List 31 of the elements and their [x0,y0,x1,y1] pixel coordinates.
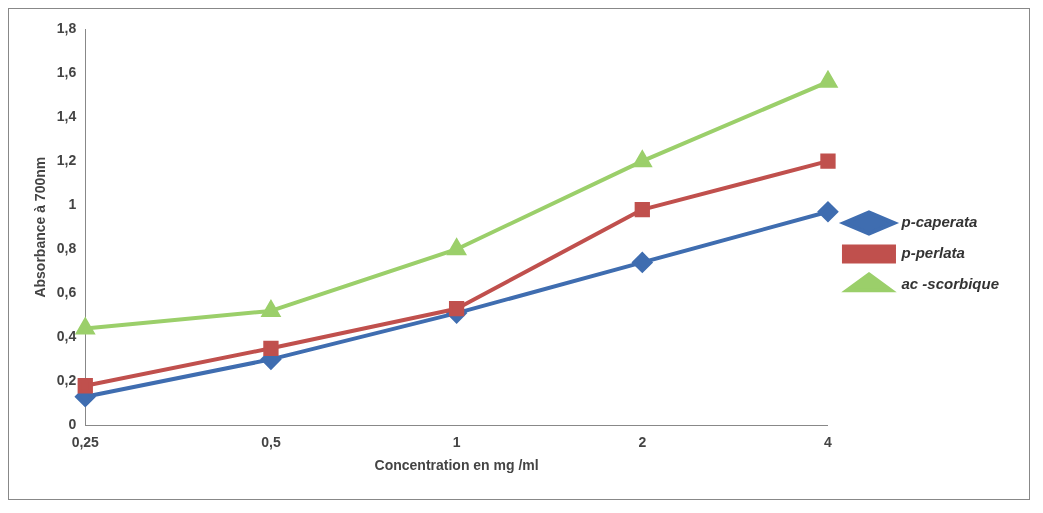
y-tick-label: 1,8 [56,19,77,36]
point [76,318,95,335]
y-tick-label: 0 [68,416,77,433]
x-tick-label: 0,5 [261,433,281,450]
y-axis-title: Absorbance à 700nm [32,156,49,298]
y-tick-label: 0,8 [56,240,77,257]
point [448,301,465,317]
point [634,201,650,218]
x-tick-label: 2 [638,433,647,450]
y-tick-label: 0,6 [56,284,77,301]
point [820,153,836,169]
point [77,378,93,394]
legend-label: p-perlata [900,244,965,262]
y-tick-label: 1,2 [56,151,77,168]
y-tick-label: 1 [68,196,77,213]
point [819,71,837,88]
y-tick-label: 0,4 [56,328,77,345]
point [447,239,466,256]
point [263,340,279,356]
point [632,252,653,273]
x-tick-label: 0,25 [71,433,100,450]
x-axis-title: Concentration en mg /ml [374,457,539,474]
x-tick-label: 4 [824,433,833,450]
point [633,151,652,168]
y-tick-label: 0,2 [56,372,77,389]
legend-label: p-caperata [900,213,978,231]
point [817,201,838,222]
y-tick-label: 1,4 [56,107,77,124]
x-tick-label: 1 [452,433,461,450]
legend-label: ac -scorbique [901,275,999,293]
y-tick-label: 1,6 [56,63,77,80]
